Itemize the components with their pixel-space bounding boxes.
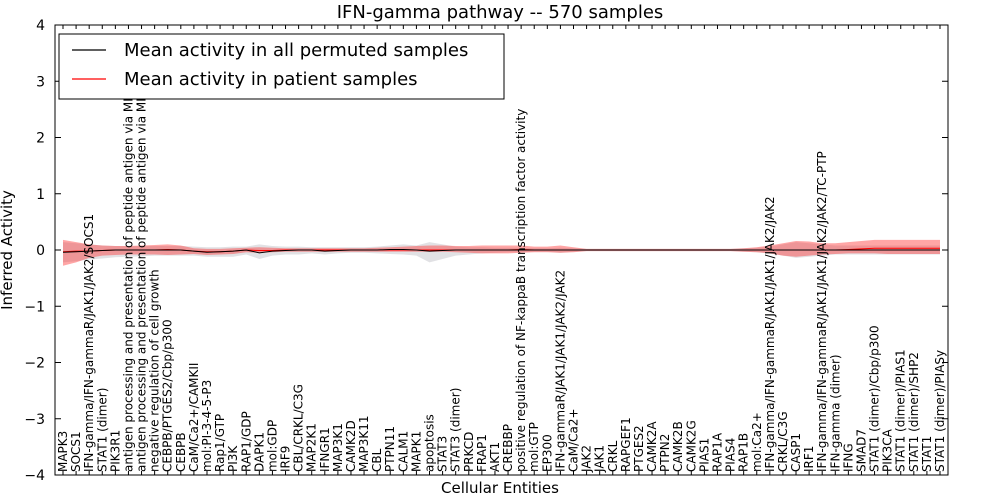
- category-label: RAP1B: [737, 433, 751, 472]
- category-label: STAT1 (dimer)/PIAS1: [894, 349, 908, 472]
- category-label: mol:GTP: [527, 422, 541, 472]
- y-tick-label: 3: [36, 74, 45, 90]
- category-label: CRKL: [606, 440, 620, 472]
- category-label: CBL: [370, 448, 384, 472]
- y-axis-label: Inferred Activity: [0, 190, 16, 310]
- category-label: PIAS1: [697, 438, 711, 472]
- category-label: antigen processing and presentation of p…: [121, 43, 135, 472]
- category-label: CaM/Ca2+/CAMKII: [187, 363, 201, 472]
- category-label: PTGES2: [632, 425, 646, 472]
- y-tick-label: −3: [24, 412, 45, 428]
- category-label: apoptosis: [423, 414, 437, 472]
- category-label: IFN-gammaR/JAK1/JAK1/JAK2/JAK2: [553, 270, 567, 472]
- category-label: IFNGR1: [318, 427, 332, 472]
- category-label: PTPN11: [383, 426, 397, 472]
- category-label: STAT1 (dimer): [95, 388, 109, 472]
- category-label: CASP1: [789, 433, 803, 472]
- y-tick-label: −2: [24, 356, 45, 372]
- line-series-1: [62, 248, 940, 254]
- series-lines: [62, 247, 940, 254]
- category-label: STAT1 (dimer)/Cbp/p300: [868, 325, 882, 472]
- category-label: PTPN2: [658, 434, 672, 472]
- category-label: CAMK2B: [671, 421, 685, 472]
- category-label: antigen processing and presentation of p…: [135, 40, 149, 472]
- confidence-bands: [63, 239, 940, 266]
- category-label: IFN-gamma (dimer): [828, 354, 842, 472]
- category-label: PIK3R1: [108, 430, 122, 472]
- category-label: CAMK2G: [684, 420, 698, 472]
- x-axis: [62, 25, 941, 475]
- y-tick-label: −4: [24, 468, 45, 484]
- category-label: STAT1: [920, 436, 934, 472]
- category-label: RAP1/GDP: [239, 411, 253, 472]
- y-tick-label: 1: [36, 187, 45, 203]
- category-label: RAP1A: [710, 432, 724, 472]
- category-label: MAP2K1: [305, 423, 319, 472]
- category-label: CAMK2D: [344, 420, 358, 472]
- category-label: IFN-gamma/IFN-gammaR/JAK1/JAK1/JAK2/JAK2…: [815, 151, 829, 472]
- category-label: positive regulation of NF-kappaB transcr…: [514, 109, 528, 472]
- category-label: IRF1: [802, 446, 816, 472]
- category-label: IFNG: [841, 443, 855, 472]
- category-label: PIAS4: [724, 438, 738, 472]
- category-label: FRAP1: [475, 434, 489, 472]
- category-label: JAK2: [580, 445, 594, 473]
- category-label: MAPK1: [409, 431, 423, 472]
- category-label: PIK3CA: [881, 428, 895, 472]
- y-tick-label: 4: [36, 18, 45, 34]
- category-label: IFN-gamma/IFN-gammaR/JAK1/JAK1/JAK2/JAK2: [763, 196, 777, 472]
- category-label: CaM/Ca2+: [566, 408, 580, 472]
- category-label: STAT1 (dimer)/SHP2: [907, 352, 921, 472]
- category-label: PRKCD: [462, 432, 476, 472]
- category-label: RAPGEF1: [619, 417, 633, 472]
- category-label: AKT1: [488, 442, 502, 472]
- legend: Mean activity in all permuted samples Me…: [58, 33, 505, 100]
- band-series-2: [63, 239, 940, 266]
- category-label: mol:Ca2+: [750, 412, 764, 472]
- category-label: EP300: [540, 434, 554, 472]
- y-axis: −4 −3 −2 −1 0 1 2 3 4: [24, 18, 948, 484]
- category-label: MAP3K11: [357, 415, 371, 472]
- category-label: IFN-gamma/IFN-gammaR/JAK1/JAK2/SOCS1: [82, 214, 96, 472]
- category-label: MAP3K1: [331, 423, 345, 472]
- category-label: MAPK3: [56, 431, 70, 472]
- y-tick-label: 0: [36, 243, 45, 259]
- category-label: CRKL/C3G: [776, 411, 790, 472]
- category-label: SOCS1: [69, 431, 83, 472]
- category-label: CEBPB: [174, 432, 188, 472]
- band-series-1: [63, 242, 940, 263]
- category-label: Rap1/GTP: [213, 414, 227, 472]
- category-label: mol:PI-3-4-5-P3: [200, 380, 214, 472]
- category-label: CEBPB/PTGES2/Cbp/p300: [161, 319, 175, 472]
- category-label: PI3K: [226, 445, 240, 472]
- legend-label-patient: Mean activity in patient samples: [124, 69, 418, 90]
- category-label: STAT3: [436, 436, 450, 472]
- chart-title: IFN-gamma pathway -- 570 samples: [337, 2, 664, 23]
- category-labels: MAPK3 SOCS1 IFN-gamma/IFN-gammaR/JAK1/JAK2…: [56, 40, 947, 473]
- x-axis-label: Cellular Entities: [441, 479, 559, 497]
- category-label: SMAD7: [854, 429, 868, 472]
- category-label: JAK1: [593, 445, 607, 473]
- y-tick-label: −1: [24, 299, 45, 315]
- legend-label-permuted: Mean activity in all permuted samples: [124, 40, 468, 61]
- category-label: STAT3 (dimer): [449, 388, 463, 472]
- category-label: STAT1 (dimer)/PIASy: [933, 350, 947, 472]
- category-label: CREBBP: [501, 424, 515, 472]
- y-tick-label: 2: [36, 131, 45, 147]
- legend-box: [58, 33, 505, 100]
- category-label: negative regulation of cell growth: [148, 269, 162, 472]
- category-label: mol:GDP: [265, 420, 279, 472]
- category-label: DAPK1: [252, 432, 266, 472]
- category-label: CALM1: [396, 431, 410, 472]
- category-label: IRF9: [279, 446, 293, 472]
- category-label: CAMK2A: [645, 421, 659, 472]
- category-label: CBL/CRKL/C3G: [292, 384, 306, 472]
